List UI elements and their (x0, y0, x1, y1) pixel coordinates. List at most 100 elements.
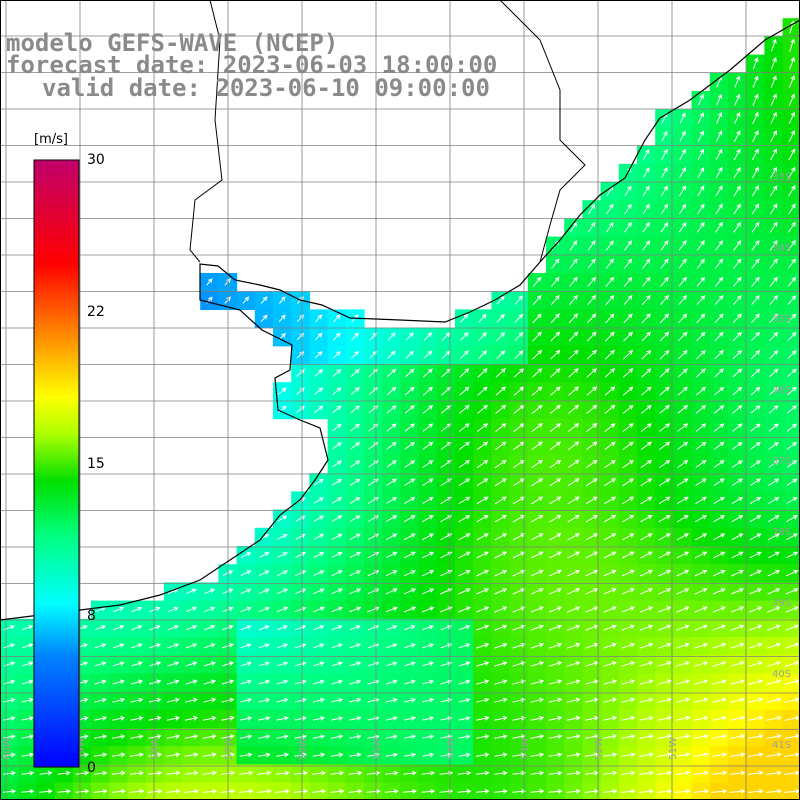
wind-arrow (731, 515, 744, 523)
wind-arrow (767, 624, 781, 631)
wind-arrow (531, 496, 544, 505)
wind-arrow (732, 368, 743, 378)
wind-arrow (752, 57, 759, 70)
wind-arrow (676, 569, 690, 577)
wind-arrow (403, 679, 416, 685)
wind-arrow (566, 715, 581, 721)
wind-arrow (423, 350, 433, 359)
wind-arrow (166, 752, 181, 758)
wind-arrow (422, 697, 435, 703)
wind-arrow (566, 752, 581, 758)
wind-arrow (752, 93, 759, 106)
wind-arrow (713, 423, 725, 432)
wind-arrow (769, 276, 778, 287)
wind-arrow (730, 606, 745, 613)
wind-vector-field (3, 20, 800, 794)
wind-arrow (679, 185, 687, 197)
wind-arrow (258, 734, 271, 739)
wind-arrow (731, 460, 743, 468)
wind-arrow (148, 716, 162, 721)
wind-arrow (293, 789, 309, 794)
wind-arrow (21, 770, 35, 776)
wind-arrow (676, 642, 690, 649)
wind-arrow (333, 332, 341, 341)
wind-arrow (3, 716, 16, 721)
wind-arrow (676, 624, 690, 631)
wind-arrow (602, 789, 618, 794)
wind-arrow (258, 643, 270, 649)
wind-arrow (624, 240, 632, 251)
wind-arrow (332, 368, 342, 377)
wind-arrow (204, 588, 216, 595)
wind-arrow (331, 552, 343, 559)
wind-arrow (366, 789, 381, 794)
wind-arrow (786, 423, 798, 432)
wind-arrow (331, 570, 343, 577)
wind-arrow (278, 387, 287, 395)
wind-arrow (639, 661, 654, 667)
colorbar-tick-30: 30 (87, 152, 105, 168)
wind-arrow (787, 276, 797, 287)
wind-arrow (603, 496, 617, 505)
wind-arrow (94, 661, 107, 667)
wind-arrow (495, 441, 507, 451)
wind-arrow (185, 661, 198, 667)
wind-arrow (21, 716, 34, 721)
wind-arrow (732, 405, 743, 414)
wind-arrow (585, 569, 599, 577)
wind-arrow (768, 496, 780, 504)
wind-arrow (386, 478, 397, 486)
wind-arrow (94, 716, 108, 721)
wind-arrow (623, 295, 633, 306)
wind-arrow (693, 770, 709, 776)
wind-arrow (130, 716, 144, 721)
wind-arrow (639, 588, 654, 595)
wind-arrow (496, 332, 506, 341)
wind-arrow (587, 258, 596, 269)
wind-arrow (748, 715, 764, 721)
wind-arrow (148, 734, 162, 739)
wind-arrow (677, 386, 688, 396)
wind-arrow (642, 203, 650, 215)
wind-arrow (112, 661, 125, 667)
wind-arrow (276, 716, 289, 721)
wind-arrow (660, 185, 668, 197)
wind-arrow (732, 350, 743, 360)
wind-arrow (548, 679, 563, 685)
wind-arrow (296, 369, 305, 377)
wind-arrow (476, 606, 490, 613)
wind-arrow (568, 368, 579, 378)
wind-arrow (186, 606, 197, 613)
wind-arrow (697, 148, 704, 161)
wind-arrow (422, 460, 434, 468)
wind-arrow (495, 386, 506, 396)
wind-arrow (787, 386, 797, 396)
wind-arrow (769, 258, 778, 269)
wind-arrow (422, 679, 435, 685)
wind-arrow (294, 752, 308, 758)
wind-arrow (421, 606, 435, 613)
wind-arrow (603, 569, 617, 577)
wind-arrow (348, 789, 363, 794)
wind-arrow (731, 533, 744, 541)
wind-arrow (57, 770, 71, 776)
wind-arrow (787, 350, 797, 360)
wind-arrow (771, 38, 777, 52)
wind-arrow (694, 551, 708, 559)
wind-arrow (203, 624, 216, 631)
wind-arrow (75, 789, 90, 794)
wind-arrow (585, 496, 598, 505)
wind-arrow (732, 386, 743, 396)
wind-arrow (733, 148, 741, 161)
wind-arrow (258, 606, 270, 613)
wind-arrow (259, 552, 270, 558)
wind-arrow (260, 296, 268, 304)
wind-arrow (712, 588, 726, 595)
wind-arrow (240, 661, 252, 667)
wind-arrow (604, 368, 616, 378)
wind-arrow (730, 624, 745, 631)
wind-arrow (513, 368, 525, 378)
wind-arrow (677, 441, 689, 450)
